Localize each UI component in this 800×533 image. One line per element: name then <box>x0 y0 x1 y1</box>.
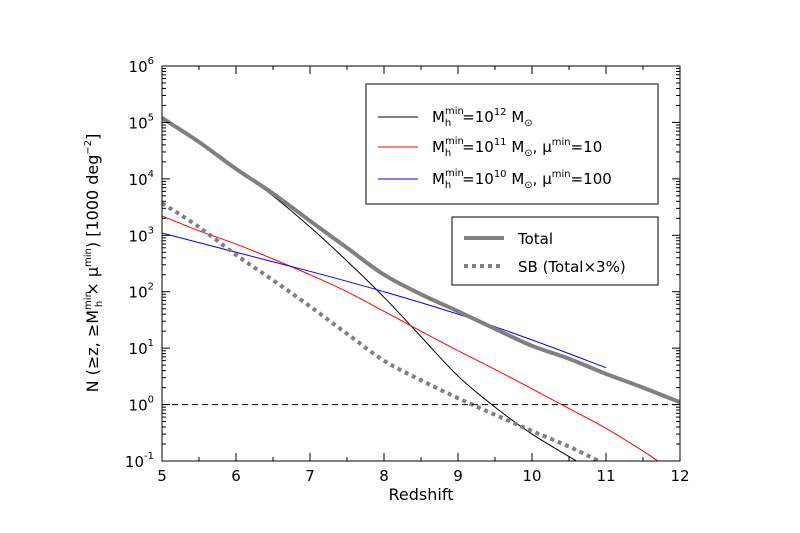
y-tick-label: 103 <box>129 225 154 245</box>
legend1-label-m12: Mmin h =1012 M⊙ <box>432 106 533 129</box>
x-tick-label: 5 <box>157 467 167 485</box>
legend1-label-m10: Mmin h =1010 M⊙, μmin=100 <box>432 168 612 191</box>
legend-total: Total SB (Total×3%) <box>451 216 659 286</box>
y-axis-label: N (≥z, ≥Mminh × μmin) [1000 deg−2] <box>83 134 105 393</box>
y-tick-label: 106 <box>129 56 154 76</box>
x-tick-label: 11 <box>596 467 615 485</box>
series-line-total <box>162 116 680 405</box>
series-line-m11 <box>162 215 659 461</box>
series-line-m10 <box>162 232 607 369</box>
x-axis-label: Redshift <box>389 485 454 504</box>
y-tick-label: 104 <box>129 169 154 189</box>
x-tick-label: 10 <box>522 467 541 485</box>
x-tick-label: 6 <box>231 467 241 485</box>
series-line-sb <box>162 201 600 461</box>
legend2-label-total: Total <box>517 230 553 248</box>
y-tick-label: 102 <box>129 282 154 302</box>
y-tick-label: 100 <box>129 395 154 415</box>
y-tick-label: 10-1 <box>125 451 154 471</box>
x-tick-label: 7 <box>305 467 315 485</box>
x-tick-label: 12 <box>670 467 689 485</box>
legend2-label-sb: SB (Total×3%) <box>518 258 626 276</box>
legend-mass-thresholds: Mmin h =1012 M⊙ Mmin h =1011 M⊙, μmin=10 Mmi… <box>365 83 659 205</box>
x-tick-label: 8 <box>379 467 389 485</box>
x-tick-label: 9 <box>453 467 463 485</box>
legend1-label-m11: Mmin h =1011 M⊙, μmin=10 <box>432 136 602 159</box>
y-tick-label: 101 <box>129 338 154 358</box>
y-tick-label: 105 <box>129 112 154 132</box>
